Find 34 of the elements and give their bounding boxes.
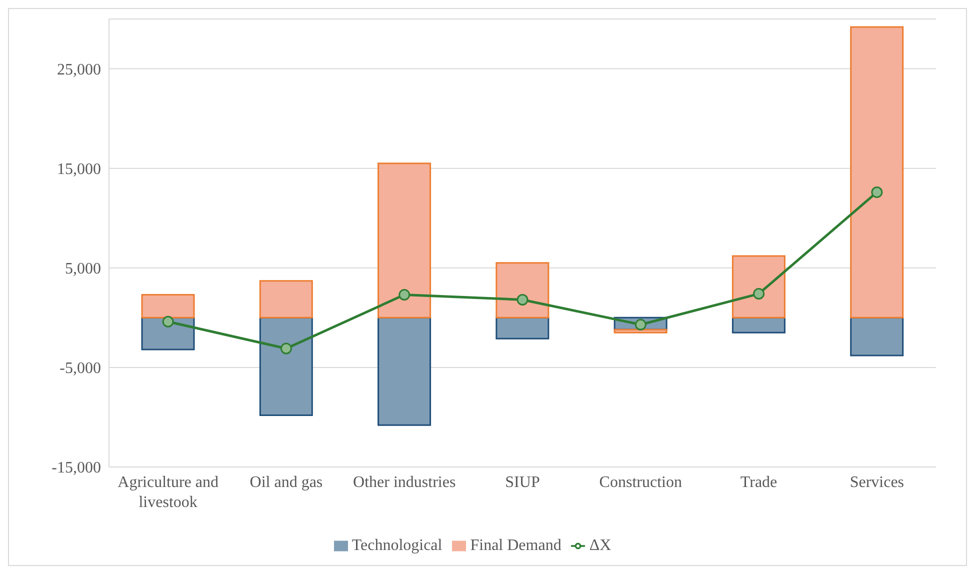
bar (378, 316, 432, 426)
point (753, 288, 765, 300)
x-tick-label: Other industries (353, 474, 456, 491)
x-tick-label: Construction (599, 474, 682, 491)
point (162, 316, 174, 328)
y-tick-label: -15,000 (52, 460, 101, 477)
bar (732, 255, 786, 318)
legend-label: Final Demand (470, 537, 562, 554)
bar (614, 328, 668, 334)
x-tick-label: SIUP (505, 474, 540, 491)
legend-label: Technological (352, 537, 442, 554)
bar (259, 316, 313, 416)
bar (496, 262, 550, 318)
point (516, 294, 528, 306)
y-tick-label: 5,000 (65, 260, 101, 278)
point (280, 342, 292, 354)
bar (259, 280, 313, 318)
x-tick-label: Oil and gas (250, 474, 323, 491)
bar (141, 294, 195, 318)
x-tick-label: Services (850, 474, 904, 491)
bar (850, 316, 904, 356)
bar (496, 316, 550, 340)
legend-label: ΔX (589, 537, 612, 554)
x-tick-label: Trade (740, 474, 778, 491)
y-tick-label: 25,000 (57, 61, 101, 78)
bar (732, 316, 786, 334)
x-tick-label: Agriculture and livestook (118, 474, 218, 511)
y-tick-label: -5,000 (60, 360, 101, 378)
point (634, 318, 646, 330)
y-tick-label: 15,000 (57, 161, 101, 178)
point (398, 289, 410, 301)
bar (378, 162, 432, 318)
point (871, 186, 883, 198)
bar (850, 26, 904, 318)
